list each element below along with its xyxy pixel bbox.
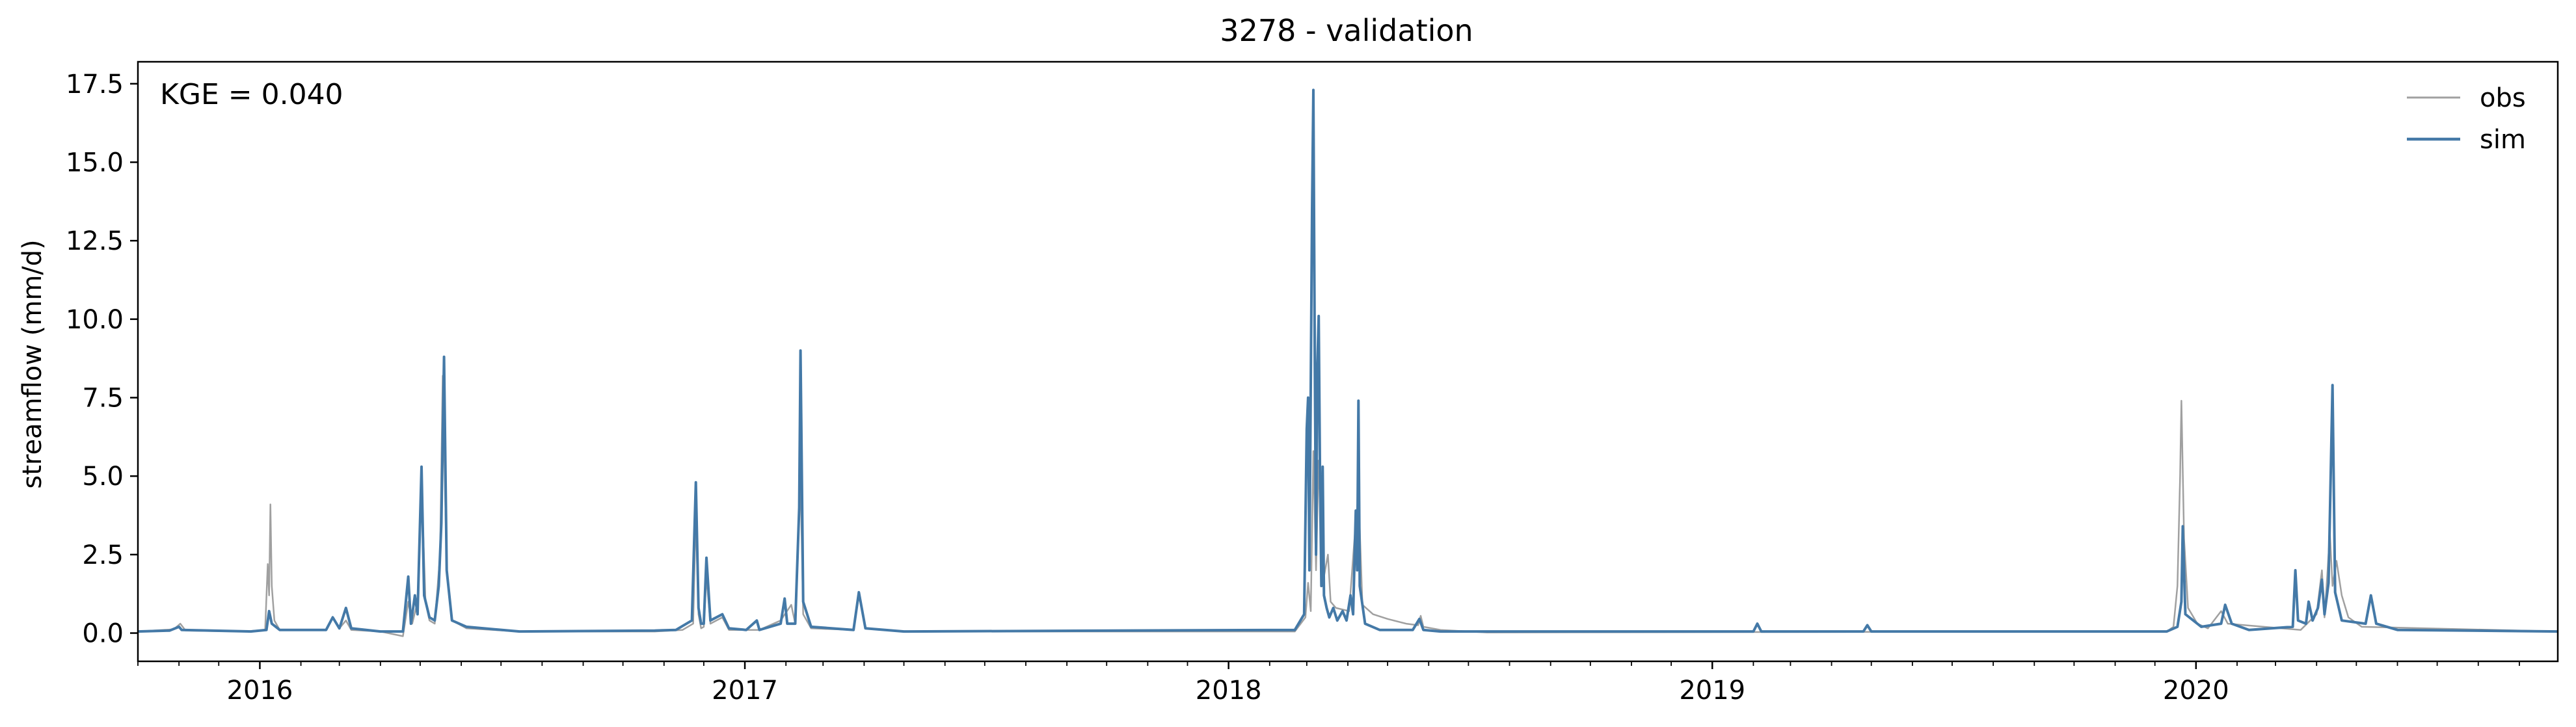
y-axis-label: streamflow (mm/d) — [18, 239, 47, 488]
y-tick-label: 10.0 — [66, 305, 124, 335]
y-tick-label: 7.5 — [82, 384, 124, 414]
legend-label: obs — [2480, 83, 2526, 113]
y-tick-label: 5.0 — [82, 462, 124, 492]
x-tick-label: 2016 — [227, 676, 293, 706]
y-tick-label: 12.5 — [66, 226, 124, 256]
x-tick-label: 2019 — [1679, 676, 1745, 706]
y-tick-label: 15.0 — [66, 148, 124, 178]
x-axis-ticks: 2016 2017 2018 2019 2020 — [137, 661, 2520, 706]
y-tick-label: 0.0 — [82, 619, 124, 649]
kge-annotation: KGE = 0.040 — [160, 78, 343, 111]
y-tick-label: 17.5 — [66, 70, 124, 99]
x-tick-label: 2020 — [2163, 676, 2229, 706]
chart-title: 3278 - validation — [1220, 13, 1473, 48]
legend-label: sim — [2480, 125, 2526, 155]
y-axis-ticks: 0.0 2.5 5.0 7.5 10.0 12.5 15.0 17.5 — [66, 70, 138, 649]
x-tick-label: 2018 — [1196, 676, 1262, 706]
series-layer — [137, 88, 2558, 637]
plot-frame — [137, 60, 2559, 663]
legend: obs sim — [2407, 83, 2526, 155]
x-tick-label: 2017 — [712, 676, 778, 706]
y-tick-label: 2.5 — [82, 540, 124, 570]
series-line-sim — [137, 88, 2558, 633]
